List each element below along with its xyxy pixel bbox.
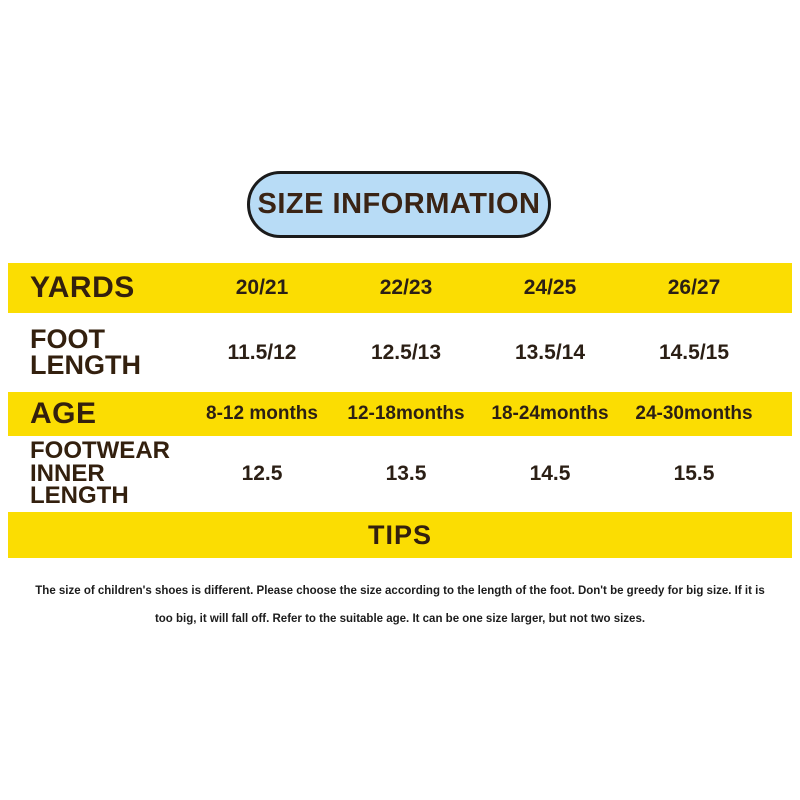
yards-value: 24/25 [523,276,577,299]
size-advice-note: The size of children's shoes is differen… [0,577,800,633]
foot-length-value: 11.5/12 [227,340,297,364]
table-row-yards: YARDS 20/21 22/23 24/25 26/27 [8,263,792,313]
table-row-foot-length: FOOT LENGTH 11.5/12 12.5/13 13.5/14 14.5… [8,313,792,392]
row-header-yards: YARDS [30,270,135,304]
age-value: 24-30months [635,403,753,424]
footwear-inner-length-value: 13.5 [385,462,427,485]
yards-value: 20/21 [235,276,289,299]
footwear-inner-length-value: 15.5 [673,462,715,485]
row-header-foot-length: FOOT LENGTH [30,323,141,380]
age-value: 18-24months [491,403,609,424]
footwear-inner-length-value: 14.5 [529,462,571,485]
page-title: SIZE INFORMATION [257,188,541,220]
yards-value: 22/23 [379,276,433,299]
age-value: 8-12 months [206,403,318,424]
size-table: YARDS 20/21 22/23 24/25 26/27 FOOT LENGT… [8,263,792,558]
table-row-footwear-inner-length: FOOTWEAR INNER LENGTH 12.5 13.5 14.5 15.… [8,436,792,512]
foot-length-value: 14.5/15 [658,340,730,364]
tips-banner: TIPS [8,512,792,558]
table-row-age: AGE 8-12 months 12-18months 18-24months … [8,392,792,436]
foot-length-value: 13.5/14 [514,340,586,364]
yards-value: 26/27 [667,276,721,299]
size-advice-line-1: The size of children's shoes is differen… [35,585,765,597]
row-header-age: AGE [30,396,97,430]
size-advice-line-2: too big, it will fall off. Refer to the … [154,613,646,625]
age-value: 12-18months [347,403,465,424]
footwear-inner-length-value: 12.5 [241,462,283,485]
size-information-banner: SIZE INFORMATION [247,171,551,238]
row-header-footwear-inner-length: FOOTWEAR INNER LENGTH [30,436,170,510]
tips-title: TIPS [367,519,432,550]
foot-length-value: 12.5/13 [370,340,442,364]
